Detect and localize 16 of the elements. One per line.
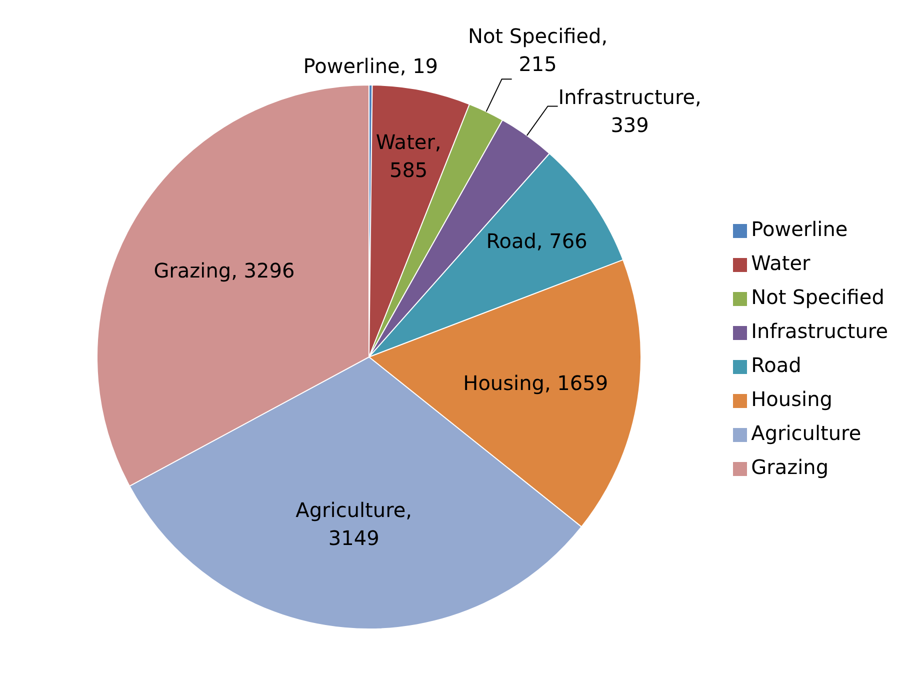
- data-label: Powerline, 19: [303, 54, 438, 78]
- data-label: Not Specified, 215: [468, 24, 608, 76]
- data-label: Infrastructure, 339: [558, 85, 702, 138]
- legend-label: Housing: [751, 387, 832, 411]
- data-label: Grazing, 3296: [154, 258, 295, 283]
- data-label: Agriculture, 3149: [296, 498, 412, 550]
- data-label: Road, 766: [486, 228, 588, 253]
- data-label: Water, 585: [376, 130, 442, 182]
- legend-label: Not Specified: [751, 285, 884, 309]
- data-label: Housing, 1659: [463, 370, 608, 395]
- legend-label: Grazing: [751, 455, 829, 479]
- legend-label: Infrastructure: [751, 319, 888, 343]
- legend-label: Agriculture: [751, 421, 862, 445]
- legend-label: Water: [751, 251, 810, 275]
- legend-label: Road: [751, 353, 802, 377]
- legend-label: Powerline: [751, 217, 848, 241]
